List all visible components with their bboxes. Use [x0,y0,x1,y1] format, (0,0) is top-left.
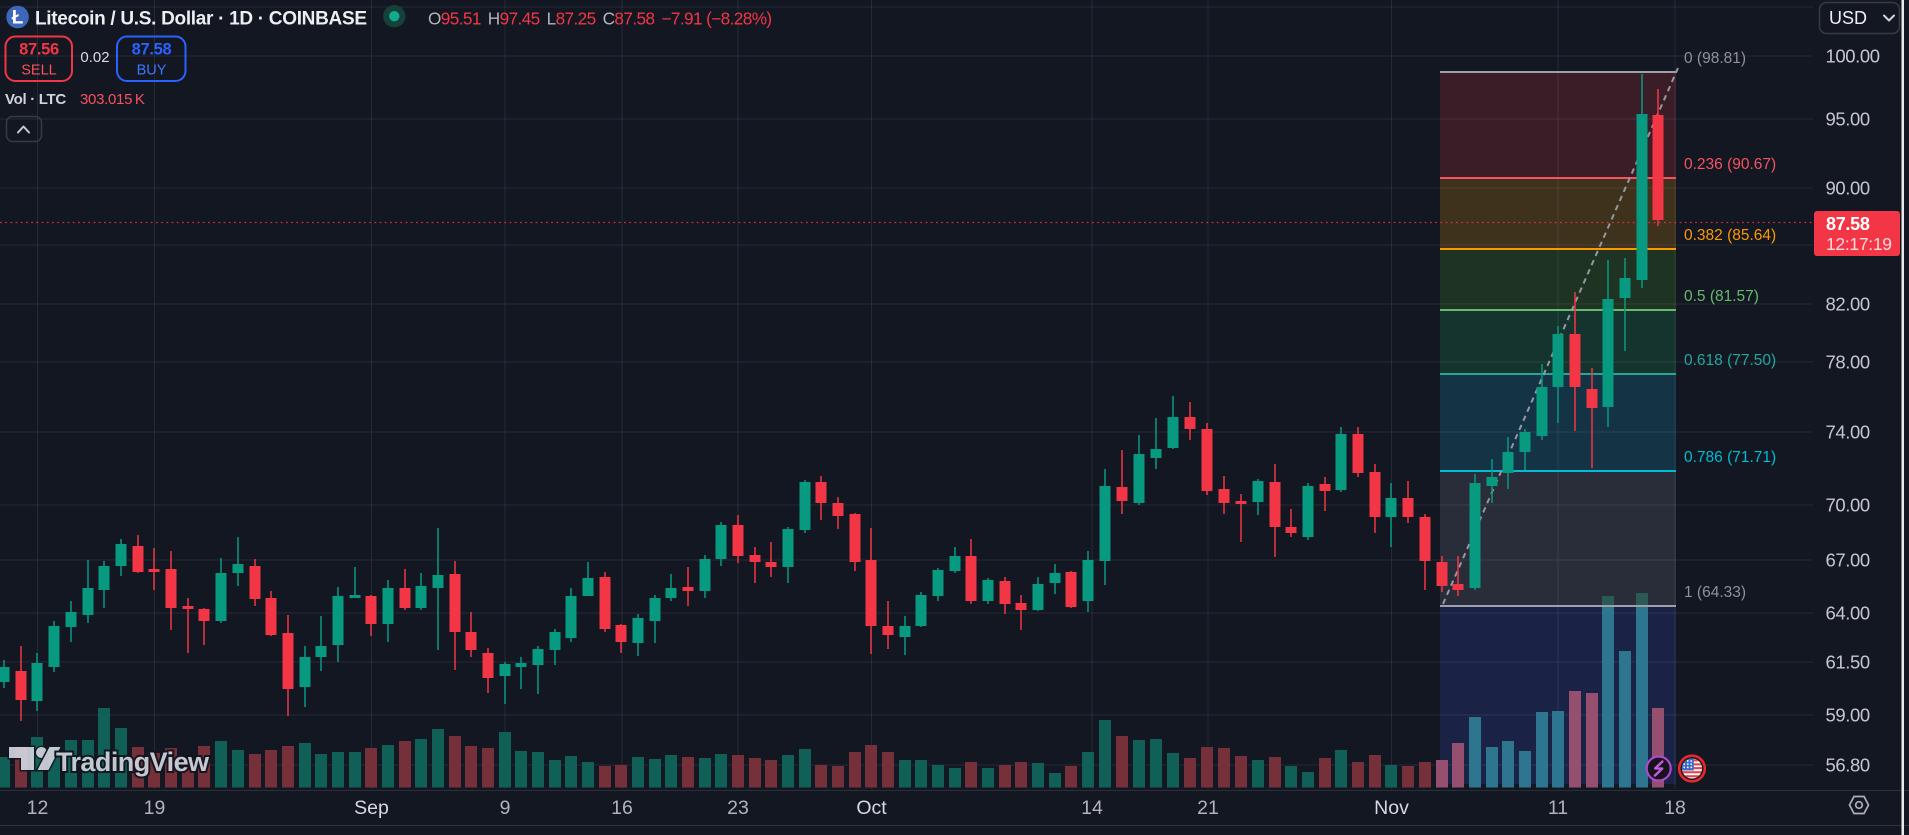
svg-text:12:17:19: 12:17:19 [1826,234,1892,254]
svg-text:19: 19 [144,797,166,819]
svg-text:64.00: 64.00 [1826,603,1870,624]
svg-text:0.618 (77.50): 0.618 (77.50) [1684,352,1776,369]
svg-text:0.382 (85.64): 0.382 (85.64) [1684,227,1776,244]
svg-text:1 (64.33): 1 (64.33) [1684,584,1746,601]
svg-text:0.5 (81.57): 0.5 (81.57) [1684,288,1759,305]
svg-text:100.00: 100.00 [1826,46,1880,67]
svg-text:0.02: 0.02 [80,49,109,66]
svg-text:303.015 K: 303.015 K [80,91,145,108]
svg-text:Litecoin / U.S. Dollar · 1D ·: Litecoin / U.S. Dollar · 1D · COINBASE [35,9,367,30]
svg-text:Ł: Ł [12,8,24,29]
svg-text:61.50: 61.50 [1826,652,1870,673]
svg-text:USD: USD [1829,8,1867,28]
svg-text:0.786 (71.71): 0.786 (71.71) [1684,449,1776,466]
svg-text:0 (98.81): 0 (98.81) [1684,50,1746,67]
svg-text:21: 21 [1197,797,1219,819]
svg-text:18: 18 [1664,797,1686,819]
svg-text:87.56: 87.56 [19,41,59,59]
svg-text:Sep: Sep [354,797,389,819]
svg-text:SELL: SELL [21,63,56,79]
svg-text:95.00: 95.00 [1826,109,1870,130]
svg-text:87.58: 87.58 [1826,214,1870,234]
svg-text:56.80: 56.80 [1826,755,1870,776]
svg-text:23: 23 [727,797,749,819]
svg-text:TradingView: TradingView [56,747,210,777]
svg-text:0.236 (90.67): 0.236 (90.67) [1684,156,1776,173]
svg-text:78.00: 78.00 [1826,352,1870,373]
svg-text:82.00: 82.00 [1826,294,1870,315]
svg-text:67.00: 67.00 [1826,550,1870,571]
svg-text:70.00: 70.00 [1826,495,1870,516]
svg-text:90.00: 90.00 [1826,178,1870,199]
svg-text:Nov: Nov [1374,797,1409,819]
svg-text:9: 9 [500,797,511,819]
svg-text:BUY: BUY [137,63,167,79]
svg-text:59.00: 59.00 [1826,705,1870,726]
svg-text:16: 16 [611,797,633,819]
svg-text:87.58: 87.58 [132,41,172,59]
svg-text:11: 11 [1548,797,1568,819]
svg-text:74.00: 74.00 [1826,422,1870,443]
svg-text:12: 12 [27,797,49,819]
svg-text:Vol · LTC: Vol · LTC [5,91,66,108]
svg-text:14: 14 [1081,797,1103,819]
svg-text:Oct: Oct [856,797,887,819]
